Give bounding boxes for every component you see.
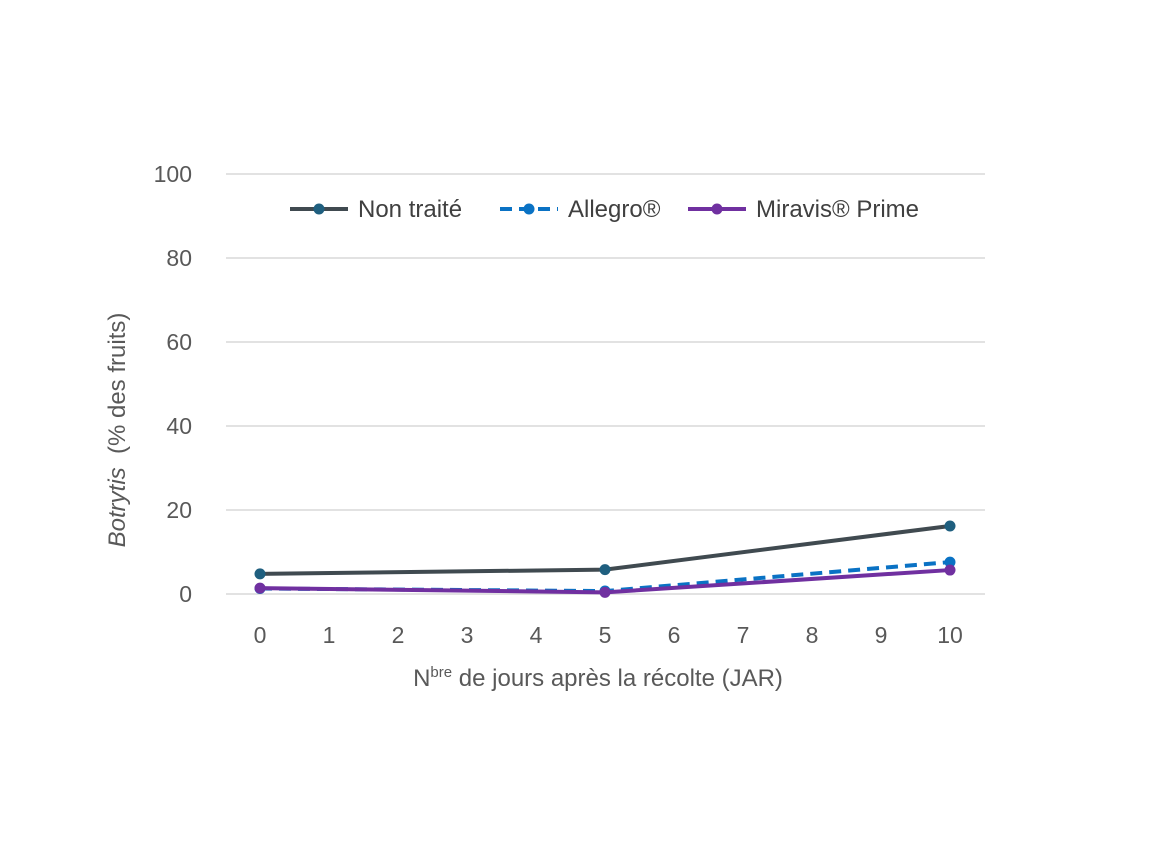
- y-tick-label: 40: [166, 413, 192, 439]
- x-tick-label: 9: [875, 622, 888, 648]
- legend-label: Miravis® Prime: [756, 196, 919, 223]
- y-tick-label: 0: [179, 581, 192, 607]
- x-tick-label: 4: [530, 622, 543, 648]
- legend-item: Non traité: [290, 196, 462, 223]
- data-point: [254, 582, 266, 594]
- x-tick-label: 8: [806, 622, 819, 648]
- legend-item: Allegro®: [500, 196, 661, 223]
- series-0: [254, 520, 956, 580]
- x-tick-label: 10: [937, 622, 963, 648]
- y-tick-label: 60: [166, 329, 192, 355]
- legend-item: Miravis® Prime: [688, 196, 919, 223]
- data-point: [599, 586, 611, 598]
- y-tick-label: 80: [166, 245, 192, 271]
- x-tick-label: 5: [599, 622, 612, 648]
- data-point: [254, 568, 266, 580]
- x-tick-label: 0: [254, 622, 267, 648]
- y-tick-label: 20: [166, 497, 192, 523]
- x-tick-label: 7: [737, 622, 750, 648]
- data-point: [944, 564, 956, 576]
- x-tick-label: 3: [461, 622, 474, 648]
- legend-label: Non traité: [358, 196, 462, 223]
- x-tick-label: 1: [323, 622, 336, 648]
- legend-label: Allegro®: [568, 196, 661, 223]
- y-tick-label: 100: [154, 161, 192, 187]
- data-point: [944, 520, 956, 532]
- x-axis-label: Nbre de jours après la récolte (JAR): [413, 664, 783, 692]
- series-2: [254, 564, 956, 598]
- x-tick-label: 6: [668, 622, 681, 648]
- data-point: [599, 564, 611, 576]
- data-point: [944, 556, 956, 568]
- y-axis-label: Botrytis (% des fruits): [104, 313, 131, 548]
- x-tick-label: 2: [392, 622, 405, 648]
